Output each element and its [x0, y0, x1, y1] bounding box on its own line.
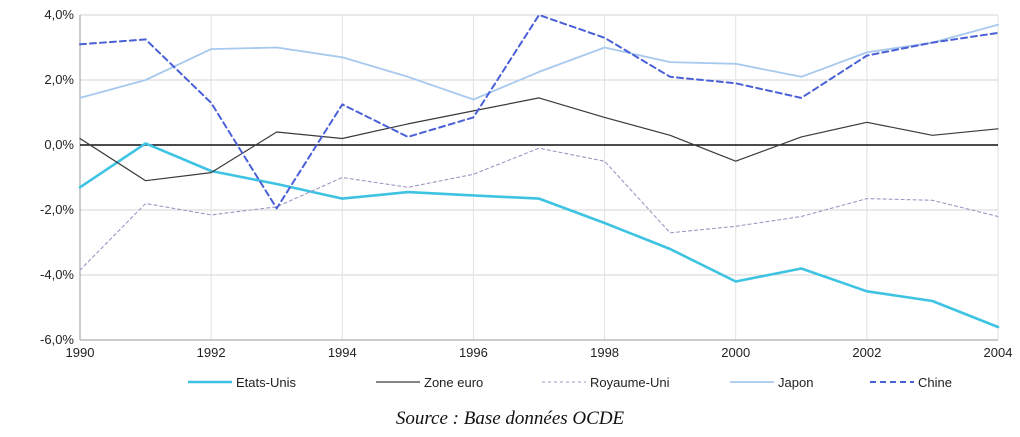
y-tick-label: -2,0% [40, 202, 74, 217]
series-line-royaume-uni [79, 147, 999, 271]
x-tick-label: 1994 [328, 345, 357, 360]
x-tick-label: 1998 [590, 345, 619, 360]
legend-label: Etats-Unis [236, 375, 296, 390]
axis-layer [79, 15, 998, 341]
series-line-japon [79, 23, 999, 101]
legend-label: Royaume-Uni [590, 375, 670, 390]
y-tick-label: -4,0% [40, 267, 74, 282]
legend-label: Chine [918, 375, 952, 390]
series-line-chine [79, 14, 999, 210]
x-tick-label: 1996 [459, 345, 488, 360]
y-tick-label: -6,0% [40, 332, 74, 347]
grid-layer [79, 14, 999, 341]
x-tick-label: 2000 [721, 345, 750, 360]
series-layer [78, 14, 1000, 329]
y-tick-label: 0,0% [44, 137, 74, 152]
x-tick-label: 2004 [984, 345, 1013, 360]
line-chart: 4,0% 2,0% 0,0% -2,0% -4,0% -6,0%1990 1992 1994 1… [40, 7, 1012, 390]
y-tick-label: 2,0% [44, 72, 74, 87]
x-tick-label: 1992 [197, 345, 226, 360]
x-tick-label: 2002 [852, 345, 881, 360]
legend-label: Zone euro [424, 375, 483, 390]
source-caption: Source : Base données OCDE [395, 408, 625, 429]
tick-label-layer: 4,0% 2,0% 0,0% -2,0% -4,0% -6,0%1990 1992 1994 1… [40, 7, 1012, 360]
y-tick-label: 4,0% [44, 7, 74, 22]
x-tick-label: 1990 [66, 345, 95, 360]
series-line-etats-unis [78, 142, 1000, 329]
legend: Etats-Unis Zone euro Royaume-Uni Japon Chine [188, 375, 952, 390]
series-line-zone-euro [79, 97, 999, 182]
legend-label: Japon [778, 375, 813, 390]
